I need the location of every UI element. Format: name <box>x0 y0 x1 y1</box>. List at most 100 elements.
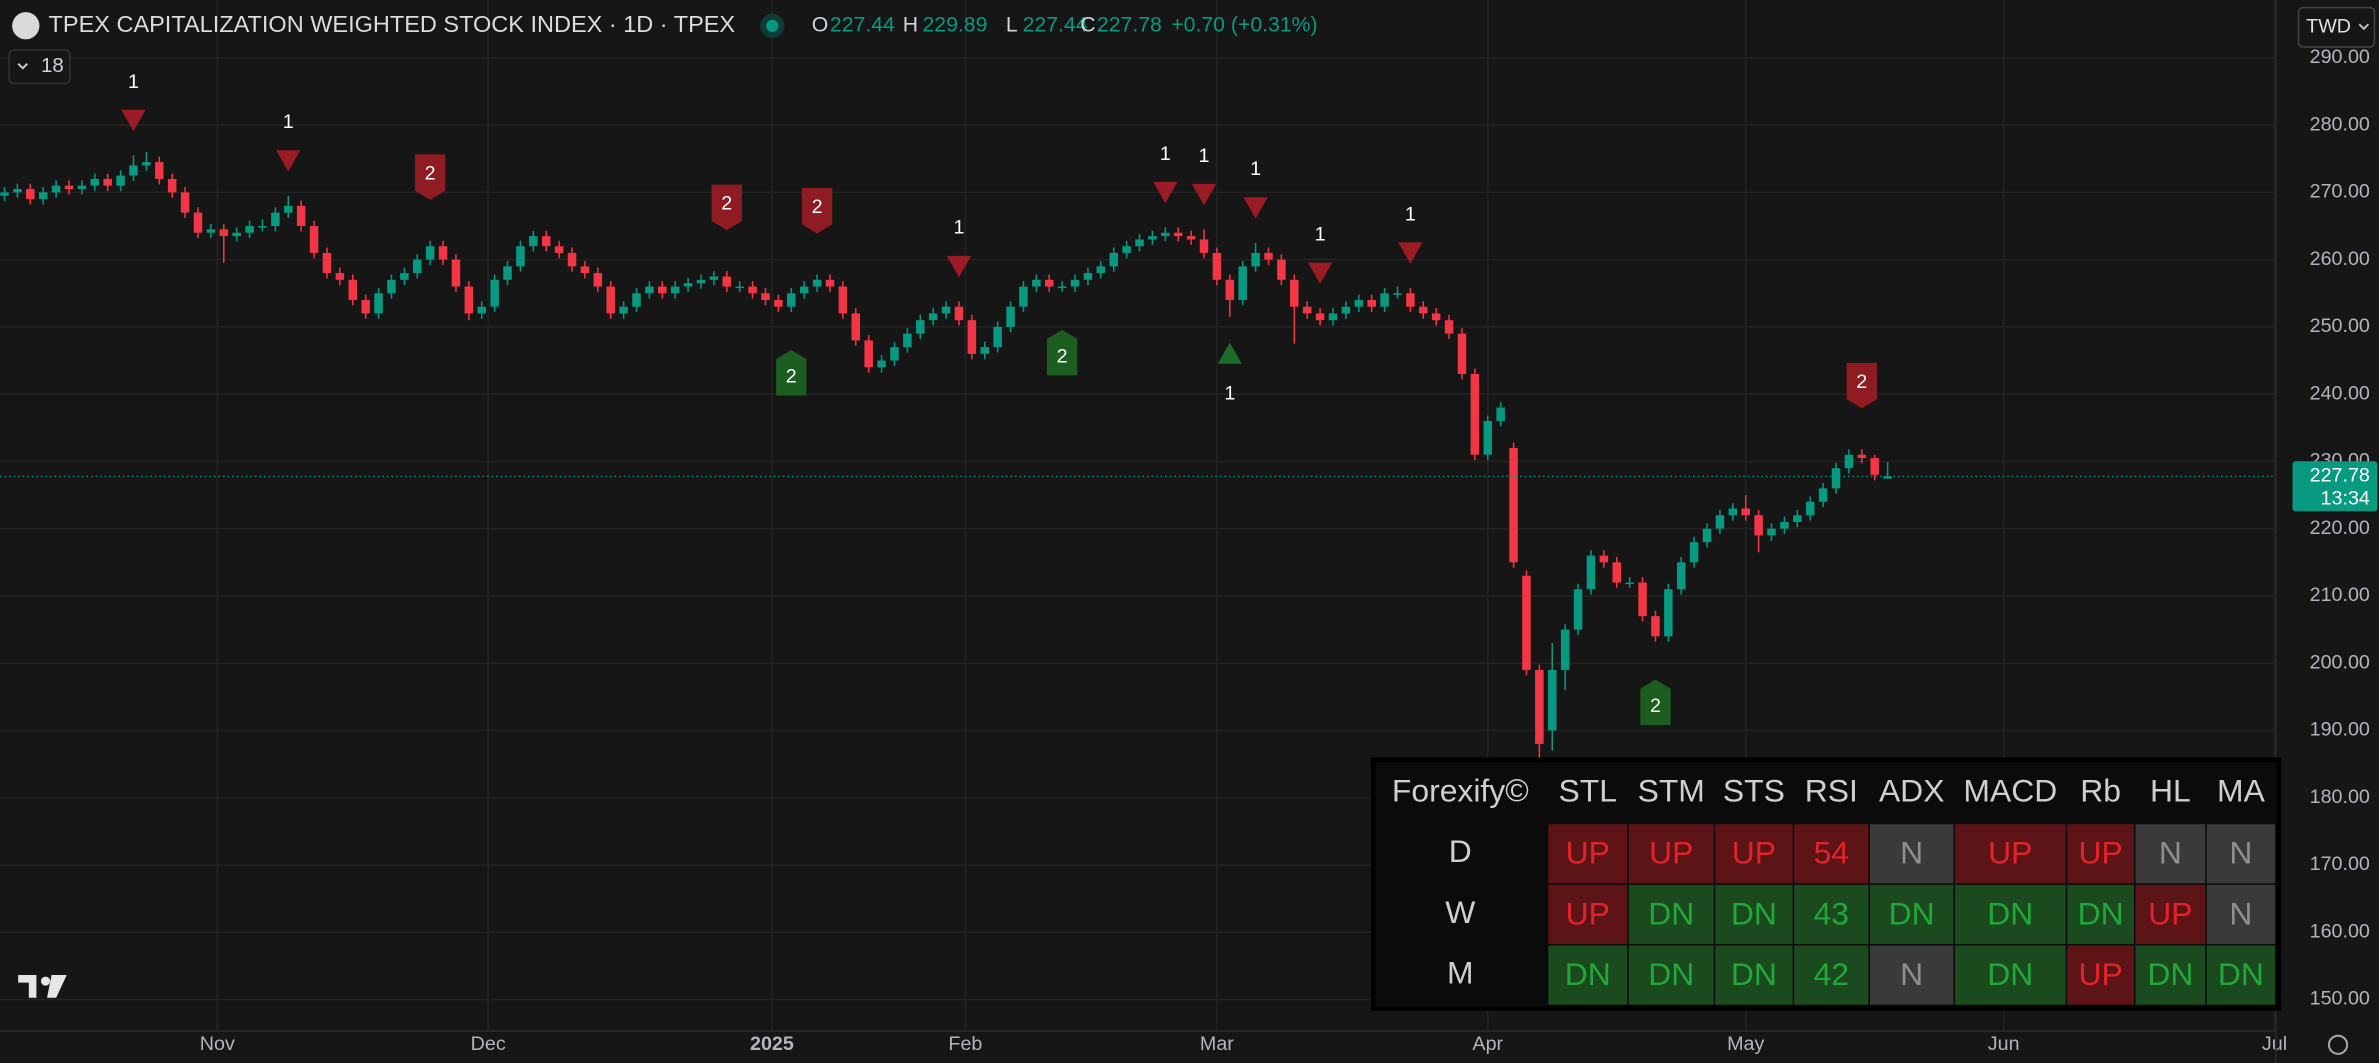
settings-icon[interactable] <box>2327 1034 2349 1055</box>
candle-body <box>1225 279 1235 300</box>
countdown: 13:34 <box>2321 487 2370 509</box>
candle-body <box>1548 669 1557 731</box>
ohlc-o-value: 227.44 <box>830 13 895 36</box>
candle-body <box>761 293 770 300</box>
candle-body <box>1573 589 1583 630</box>
candle-body <box>77 185 87 190</box>
candle-body <box>541 236 551 247</box>
candle-body <box>374 293 383 314</box>
table-cell <box>1954 945 2066 1005</box>
y-tick-label: 270.00 <box>2310 181 2370 203</box>
candle-body <box>0 192 9 196</box>
signal-label: 1 <box>953 217 964 239</box>
cell-text: DN <box>1565 956 1611 992</box>
currency-button[interactable] <box>2297 6 2376 48</box>
candle-body <box>38 192 48 200</box>
candle-body <box>64 185 74 190</box>
buy-triangle <box>1217 342 1242 364</box>
candle-body <box>1251 252 1260 267</box>
candle-body <box>1676 562 1686 590</box>
candle-body <box>142 162 151 166</box>
signal-label: 1 <box>1199 145 1210 167</box>
ohlc-c-value: 227.78 <box>1097 13 1162 36</box>
candle-body <box>1638 582 1647 617</box>
buy-flag <box>1046 329 1078 376</box>
candle-body <box>903 333 912 348</box>
cell-text: N <box>2159 835 2182 871</box>
candle-body <box>774 299 783 307</box>
candle-body <box>1444 320 1454 334</box>
table-cell <box>1628 945 1714 1005</box>
candle-body <box>1328 313 1338 321</box>
candle-body <box>954 306 964 321</box>
buy-flag <box>1640 679 1671 726</box>
candle-body <box>1341 306 1351 314</box>
sell-triangle <box>1307 262 1333 284</box>
logo-part <box>47 975 67 998</box>
y-tick-label: 200.00 <box>2310 651 2370 673</box>
y-tick-label: 240.00 <box>2310 382 2370 404</box>
column-header: HL <box>2150 772 2191 808</box>
candle-body <box>980 347 990 354</box>
cell-text: DN <box>1731 956 1777 992</box>
table-cell <box>1548 945 1628 1005</box>
candle-body <box>503 266 512 280</box>
candle-body <box>271 212 280 227</box>
cell-text: N <box>2229 895 2252 931</box>
candle-body <box>1470 373 1480 455</box>
sell-triangle <box>1191 183 1217 206</box>
candle-body <box>1483 421 1493 455</box>
candle-body <box>1651 616 1660 637</box>
y-tick-label: 170.00 <box>2310 853 2370 875</box>
candle-body <box>1212 252 1222 280</box>
column-header: Rb <box>2080 772 2121 808</box>
cell-text: UP <box>1649 835 1693 871</box>
candle-body <box>1380 293 1389 307</box>
table-cell <box>2206 824 2276 884</box>
cell-text: UP <box>2078 835 2122 871</box>
x-tick-label: May <box>1727 1033 1764 1055</box>
ohlc-l: L <box>1006 13 1018 36</box>
sell-triangle <box>1398 242 1423 264</box>
candle-body <box>1767 528 1776 536</box>
candle-body <box>335 273 345 280</box>
cell-text: DN <box>2218 956 2264 992</box>
ohlc-h: H <box>903 13 918 36</box>
cell-text: 54 <box>1814 835 1849 871</box>
table-cell <box>2067 945 2134 1005</box>
candle-body <box>825 279 835 287</box>
table-cell <box>1715 884 1793 944</box>
ohlc-h-value: 229.89 <box>922 13 987 36</box>
candle-body <box>1406 293 1415 307</box>
table-cell <box>1548 884 1628 944</box>
candle-body <box>1290 279 1299 307</box>
status-dot <box>766 19 779 32</box>
candle-body <box>1122 246 1131 253</box>
candle-body <box>1805 501 1815 516</box>
candle-body <box>709 276 719 280</box>
cell-text: UP <box>1988 835 2032 871</box>
cell-text: UP <box>1732 835 1776 871</box>
column-header: RSI <box>1805 772 1858 808</box>
candle-body <box>1831 468 1841 489</box>
row-label: M <box>1447 954 1474 990</box>
candle-body <box>309 226 319 253</box>
candle-body <box>1612 562 1621 583</box>
candle-body <box>1793 515 1802 522</box>
candle-body <box>1354 299 1364 307</box>
candle-body <box>1560 629 1570 670</box>
indicator-toggle[interactable] <box>8 49 71 85</box>
sell-flag <box>711 184 742 231</box>
signal-label: 1 <box>283 111 294 133</box>
table-cell <box>2206 884 2276 944</box>
sell-triangle <box>1243 197 1268 219</box>
cell-text: DN <box>1987 895 2033 931</box>
last-price-box <box>2292 461 2378 512</box>
candle-body <box>1173 232 1183 237</box>
candle-body <box>387 279 396 294</box>
candle-body <box>129 165 138 176</box>
buy-flag <box>776 350 807 396</box>
candle-body <box>1664 589 1673 637</box>
candle-body <box>232 232 241 237</box>
